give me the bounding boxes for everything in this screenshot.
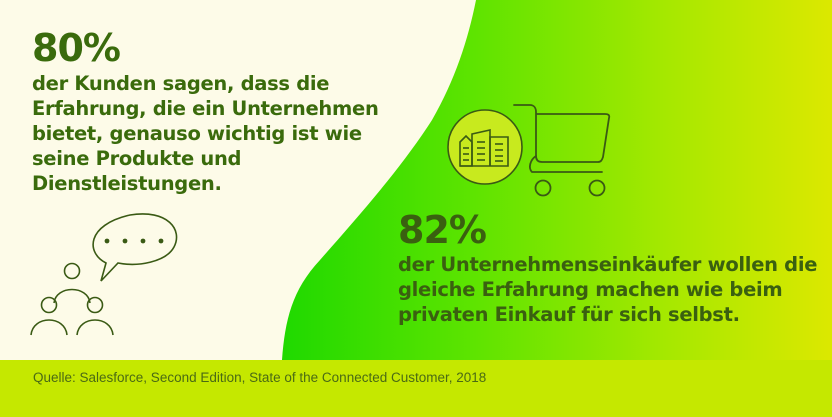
- stat2-percentage: 82%: [398, 208, 487, 252]
- stat2-description: der Unternehmenseinkäufer wollen die gle…: [398, 253, 818, 326]
- people-group-icon: [30, 262, 114, 336]
- speech-bubble-icon: [92, 213, 178, 282]
- shopping-cart-icon: [513, 104, 611, 197]
- source-citation: Quelle: Salesforce, Second Edition, Stat…: [33, 370, 487, 385]
- buildings-icon: [447, 109, 523, 185]
- footer-band: [0, 360, 832, 417]
- ellipsis-dots-icon: [104, 238, 164, 244]
- green-curve-shape: [282, 0, 832, 360]
- stat1-percentage: 80%: [32, 26, 121, 70]
- customers-talking-icon: [30, 213, 178, 336]
- stat1-description: der Kunden sagen, dass die Erfahrung, di…: [32, 72, 379, 195]
